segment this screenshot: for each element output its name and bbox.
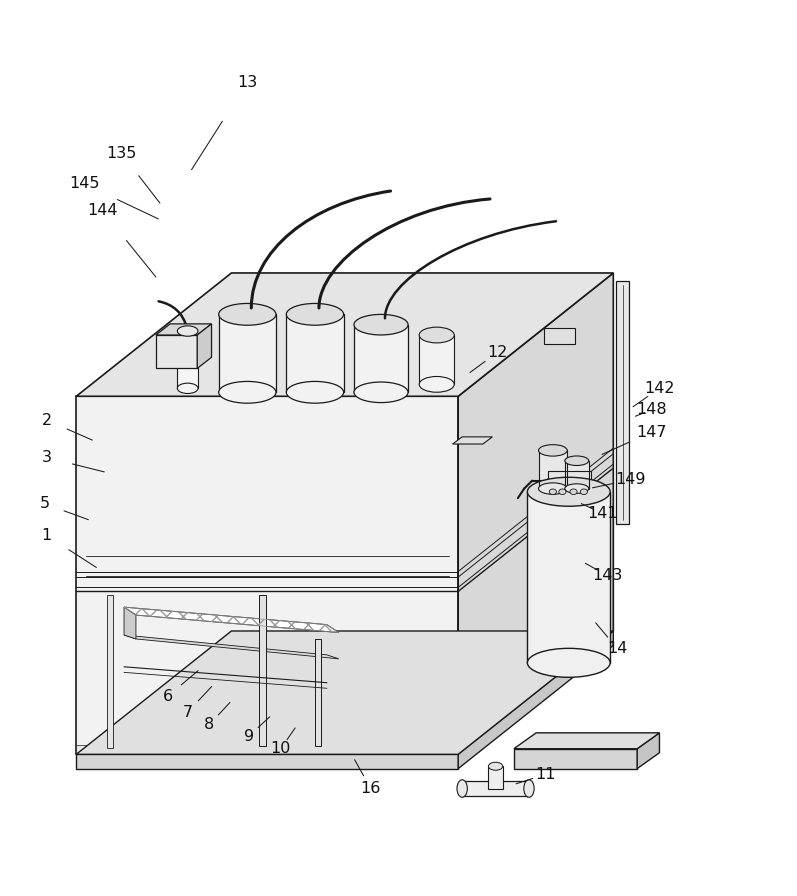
Ellipse shape — [524, 780, 534, 797]
Text: 5: 5 — [39, 496, 49, 512]
Ellipse shape — [354, 382, 408, 402]
Polygon shape — [544, 329, 575, 344]
Ellipse shape — [419, 327, 454, 343]
Text: 141: 141 — [587, 505, 618, 521]
Text: 142: 142 — [644, 381, 675, 396]
Polygon shape — [462, 780, 529, 797]
Text: 147: 147 — [636, 425, 667, 440]
Ellipse shape — [177, 383, 198, 393]
Polygon shape — [458, 631, 614, 769]
Polygon shape — [77, 631, 614, 754]
Ellipse shape — [565, 456, 589, 466]
Polygon shape — [197, 323, 211, 368]
Polygon shape — [453, 437, 493, 444]
Polygon shape — [617, 281, 629, 523]
Bar — [419, 335, 454, 384]
Polygon shape — [315, 639, 321, 746]
Bar — [539, 451, 567, 488]
Ellipse shape — [580, 489, 587, 495]
Text: 6: 6 — [163, 689, 173, 703]
Ellipse shape — [286, 304, 344, 325]
Bar — [286, 314, 344, 392]
Polygon shape — [637, 733, 659, 769]
Polygon shape — [548, 471, 591, 488]
Text: 135: 135 — [107, 146, 137, 161]
Polygon shape — [77, 273, 614, 396]
Polygon shape — [124, 607, 136, 639]
Ellipse shape — [218, 382, 276, 403]
Text: 3: 3 — [41, 450, 52, 465]
Ellipse shape — [539, 444, 567, 456]
Ellipse shape — [528, 649, 611, 677]
Ellipse shape — [457, 780, 467, 797]
Text: 145: 145 — [69, 177, 100, 192]
Bar — [177, 331, 198, 388]
Bar — [218, 314, 276, 392]
Polygon shape — [259, 595, 266, 746]
Text: 12: 12 — [487, 345, 508, 360]
Ellipse shape — [218, 304, 276, 325]
Ellipse shape — [539, 483, 567, 495]
Text: 8: 8 — [204, 718, 214, 732]
Polygon shape — [514, 733, 659, 749]
Text: 10: 10 — [270, 741, 291, 756]
Polygon shape — [156, 335, 197, 368]
Polygon shape — [124, 607, 339, 633]
Bar — [565, 461, 589, 488]
Polygon shape — [156, 323, 211, 335]
Polygon shape — [77, 745, 458, 754]
Ellipse shape — [528, 478, 611, 506]
Ellipse shape — [559, 489, 566, 495]
Text: 143: 143 — [591, 568, 622, 582]
Ellipse shape — [549, 489, 556, 495]
Ellipse shape — [286, 382, 344, 403]
Text: 13: 13 — [238, 74, 257, 90]
Polygon shape — [458, 273, 614, 754]
Text: 9: 9 — [244, 728, 254, 744]
Polygon shape — [77, 396, 458, 754]
Polygon shape — [107, 595, 113, 748]
Ellipse shape — [565, 484, 589, 494]
Polygon shape — [514, 749, 637, 769]
Text: 7: 7 — [183, 704, 193, 719]
Text: 149: 149 — [615, 472, 646, 487]
Ellipse shape — [177, 326, 198, 336]
Text: 144: 144 — [88, 203, 118, 219]
Polygon shape — [77, 754, 458, 769]
Bar — [528, 492, 611, 663]
Ellipse shape — [419, 376, 454, 392]
Text: 16: 16 — [360, 781, 381, 796]
Polygon shape — [124, 635, 339, 659]
Text: 14: 14 — [607, 641, 627, 656]
Text: 11: 11 — [536, 767, 556, 781]
Ellipse shape — [570, 489, 577, 495]
Text: 1: 1 — [41, 528, 52, 543]
Text: 2: 2 — [41, 413, 52, 427]
Text: 148: 148 — [636, 402, 667, 418]
Ellipse shape — [489, 762, 503, 771]
Bar — [354, 324, 408, 392]
Ellipse shape — [354, 314, 408, 335]
Polygon shape — [489, 766, 503, 788]
